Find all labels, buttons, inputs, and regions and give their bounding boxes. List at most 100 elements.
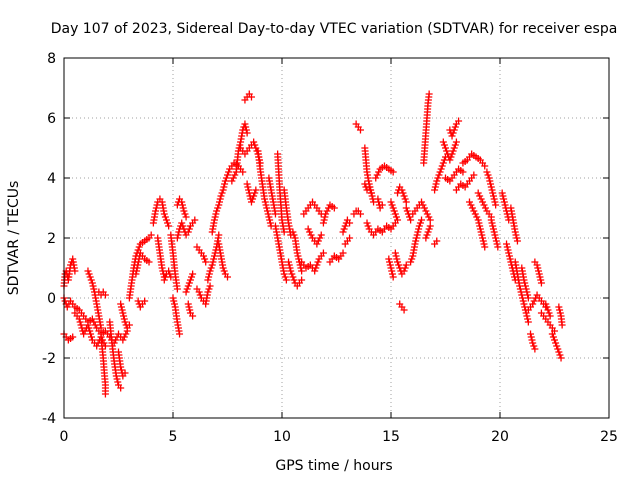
data-point <box>400 267 408 275</box>
data-point <box>388 201 396 209</box>
data-point <box>204 288 212 296</box>
data-point <box>204 276 212 284</box>
data-point <box>69 333 77 341</box>
data-point <box>549 333 557 341</box>
data-point <box>536 273 544 281</box>
data-point <box>90 318 98 326</box>
data-point <box>319 219 327 227</box>
data-point <box>548 330 556 338</box>
data-point <box>557 354 565 362</box>
data-point <box>511 228 519 236</box>
data-point <box>162 216 170 224</box>
y-tick-label: -4 <box>42 411 56 427</box>
data-point <box>183 285 191 293</box>
data-point <box>101 291 109 299</box>
data-point <box>117 363 125 371</box>
data-point <box>364 222 372 230</box>
data-point <box>181 210 189 218</box>
data-point <box>323 207 331 215</box>
data-point <box>90 285 98 293</box>
data-point <box>422 234 430 242</box>
data-point <box>424 228 432 236</box>
data-point <box>134 297 142 305</box>
data-point <box>313 240 321 248</box>
data-point <box>447 153 455 161</box>
data-point <box>391 249 399 257</box>
data-point <box>247 198 255 206</box>
data-point <box>535 267 543 275</box>
data-point <box>450 144 458 152</box>
data-point <box>120 315 128 323</box>
data-point <box>265 213 273 221</box>
data-point <box>251 189 259 197</box>
data-point <box>505 249 513 257</box>
data-point <box>408 255 416 263</box>
data-point <box>414 228 422 236</box>
data-point <box>388 270 396 278</box>
data-point <box>498 189 506 197</box>
data-point <box>313 261 321 269</box>
data-point <box>160 276 168 284</box>
data-point <box>217 192 225 200</box>
data-point <box>522 285 530 293</box>
data-point <box>528 336 536 344</box>
y-tick-label: 8 <box>47 51 56 67</box>
data-point <box>366 186 374 194</box>
y-tick-label: 2 <box>47 231 56 247</box>
data-point <box>418 216 426 224</box>
data-point <box>479 237 487 245</box>
data-point <box>121 369 129 377</box>
data-point <box>231 171 239 179</box>
data-point <box>221 180 229 188</box>
data-point <box>201 255 209 263</box>
data-point <box>474 216 482 224</box>
data-point <box>206 267 214 275</box>
data-point <box>205 270 213 278</box>
data-point <box>290 276 298 284</box>
data-point <box>484 171 492 179</box>
data-point <box>224 171 231 179</box>
data-point <box>476 225 484 233</box>
data-point <box>185 225 193 233</box>
data-point <box>250 192 258 200</box>
data-point <box>423 231 431 239</box>
data-point <box>533 261 541 269</box>
data-point <box>88 279 96 287</box>
data-point <box>247 93 255 101</box>
data-point <box>147 231 155 239</box>
data-point <box>374 195 382 203</box>
data-point <box>330 204 338 212</box>
data-point <box>477 228 485 236</box>
data-point <box>213 207 221 215</box>
data-point <box>400 306 408 314</box>
data-point <box>210 252 218 260</box>
data-point <box>504 246 512 254</box>
data-point <box>87 276 95 284</box>
data-point <box>467 201 475 209</box>
data-point <box>113 375 121 383</box>
data-point <box>339 228 347 236</box>
data-point <box>285 261 293 269</box>
data-point <box>480 240 488 248</box>
data-point <box>249 195 257 203</box>
data-point <box>86 273 94 281</box>
data-point <box>450 126 458 134</box>
data-point <box>554 345 562 353</box>
data-point <box>170 297 178 305</box>
data-point <box>389 204 397 212</box>
data-point <box>242 126 250 134</box>
data-point <box>121 318 129 326</box>
data-point <box>487 180 495 188</box>
data-point <box>264 210 272 218</box>
data-point <box>534 264 542 272</box>
data-point <box>180 207 188 215</box>
data-point <box>489 225 497 233</box>
data-point <box>176 330 184 338</box>
data-point <box>152 207 160 215</box>
data-point <box>117 384 125 392</box>
plot-frame <box>63 57 610 419</box>
data-point <box>423 210 431 218</box>
data-point <box>341 222 349 230</box>
data-point <box>471 210 479 218</box>
data-point <box>365 183 373 191</box>
